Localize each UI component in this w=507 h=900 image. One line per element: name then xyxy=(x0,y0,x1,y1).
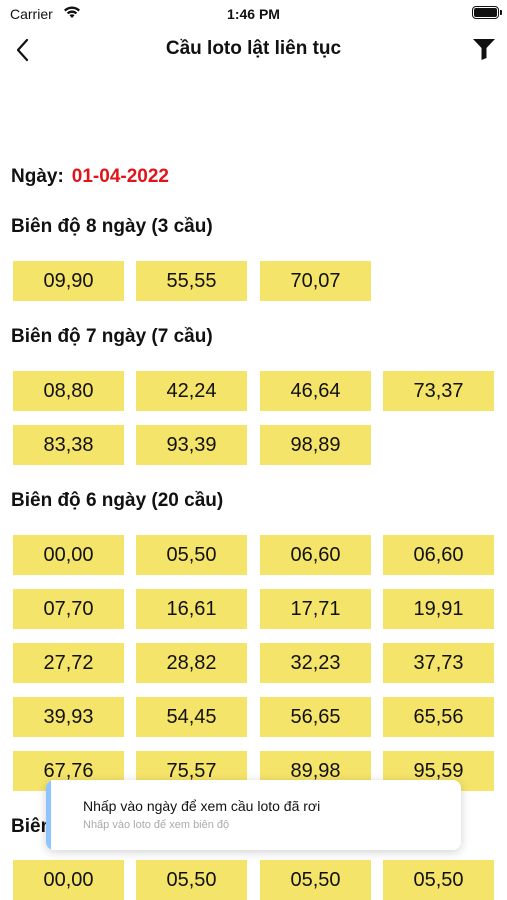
loto-cell[interactable]: 16,61 xyxy=(136,589,247,629)
loto-cell[interactable]: 46,64 xyxy=(260,371,371,411)
loto-cell[interactable]: 19,91 xyxy=(383,589,494,629)
loto-cell[interactable]: 54,45 xyxy=(136,697,247,737)
loto-cell[interactable]: 83,38 xyxy=(13,425,124,465)
loto-cell[interactable]: 65,56 xyxy=(383,697,494,737)
wifi-icon xyxy=(63,5,81,24)
filter-icon[interactable] xyxy=(471,36,497,62)
loto-cell[interactable]: 73,37 xyxy=(383,371,494,411)
loto-cell[interactable]: 05,50 xyxy=(260,860,371,900)
toast-subtitle: Nhấp vào loto để xem biên độ xyxy=(83,819,230,831)
loto-cell[interactable]: 06,60 xyxy=(383,535,494,575)
loto-cell[interactable]: 09,90 xyxy=(13,261,124,301)
loto-cell[interactable]: 17,71 xyxy=(260,589,371,629)
loto-cell[interactable]: 98,89 xyxy=(260,425,371,465)
loto-cell[interactable]: 39,93 xyxy=(13,697,124,737)
loto-cell[interactable]: 00,00 xyxy=(13,535,124,575)
page-title: Cầu loto lật liên tục xyxy=(165,38,342,59)
loto-cell[interactable]: 28,82 xyxy=(136,643,247,683)
loto-cell[interactable]: 42,24 xyxy=(136,371,247,411)
loto-cell[interactable]: 56,65 xyxy=(260,697,371,737)
section-title: Biên xyxy=(11,816,53,837)
section-title: Biên độ 6 ngày (20 cầu) xyxy=(11,490,224,511)
loto-cell[interactable]: 00,00 xyxy=(13,860,124,900)
back-chevron-icon[interactable] xyxy=(12,36,36,64)
date-value[interactable]: 01-04-2022 xyxy=(71,166,169,187)
loto-cell[interactable]: 37,73 xyxy=(383,643,494,683)
carrier-label: Carrier xyxy=(10,6,53,22)
battery-icon xyxy=(472,6,502,19)
section-title: Biên độ 8 ngày (3 cầu) xyxy=(11,216,213,237)
loto-cell[interactable]: 32,23 xyxy=(260,643,371,683)
hint-toast[interactable]: Nhấp vào ngày để xem cầu loto đã rơi Nhấ… xyxy=(46,780,461,850)
status-time: 1:46 PM xyxy=(227,6,280,22)
toast-accent-bar xyxy=(46,780,51,850)
date-row[interactable]: Ngày: 01-04-2022 xyxy=(11,166,169,188)
loto-cell[interactable]: 27,72 xyxy=(13,643,124,683)
loto-cell[interactable]: 55,55 xyxy=(136,261,247,301)
loto-cell[interactable]: 07,70 xyxy=(13,589,124,629)
status-bar: Carrier 1:46 PM xyxy=(0,0,507,30)
nav-bar: Cầu loto lật liên tục xyxy=(0,30,507,66)
loto-cell[interactable]: 05,50 xyxy=(136,860,247,900)
loto-cell[interactable]: 05,50 xyxy=(383,860,494,900)
date-label: Ngày: xyxy=(11,166,64,187)
loto-cell[interactable]: 05,50 xyxy=(136,535,247,575)
toast-title: Nhấp vào ngày để xem cầu loto đã rơi xyxy=(83,798,321,814)
loto-cell[interactable]: 70,07 xyxy=(260,261,371,301)
section-title: Biên độ 7 ngày (7 cầu) xyxy=(11,326,213,347)
loto-cell[interactable]: 93,39 xyxy=(136,425,247,465)
loto-cell[interactable]: 08,80 xyxy=(13,371,124,411)
loto-cell[interactable]: 06,60 xyxy=(260,535,371,575)
